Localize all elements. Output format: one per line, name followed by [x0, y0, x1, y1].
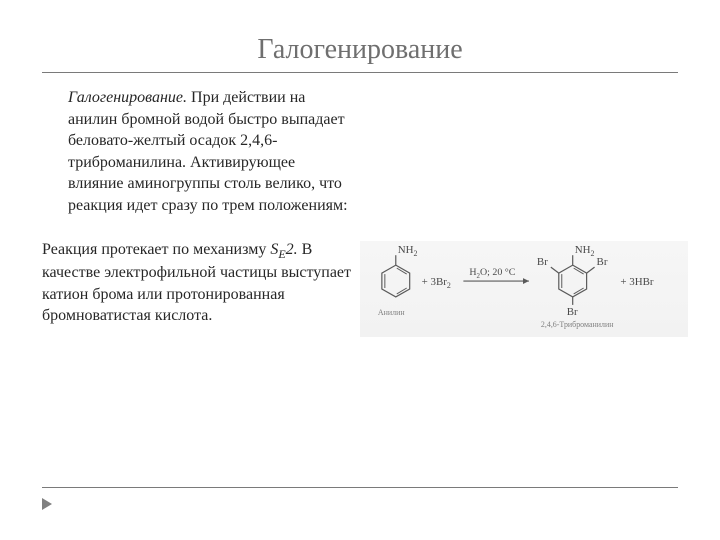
reaction-svg: NH2 Анилин + 3Br2 H2O; 20 °C [360, 241, 688, 337]
plus-3hbr: + 3HBr [620, 276, 654, 288]
svg-text:Br: Br [567, 306, 578, 318]
reaction-scheme: NH2 Анилин + 3Br2 H2O; 20 °C [360, 241, 688, 337]
nh2-label: NH2 [398, 244, 418, 258]
slide-marker-icon [42, 498, 52, 510]
product-caption: 2,4,6-Триброманилин [541, 320, 614, 329]
title-underline [42, 72, 678, 73]
tribromoaniline-structure: NH2 Br Br Br 2,4,6-Триброманилин [537, 244, 614, 329]
svg-text:Br: Br [597, 256, 608, 268]
arrow-conditions: H2O; 20 °C [469, 267, 515, 280]
p2-mechanism: SE2. [270, 241, 297, 258]
svg-text:NH2: NH2 [575, 244, 595, 258]
svg-text:Br: Br [537, 256, 548, 268]
p1-lead: Галогенирование. [68, 89, 187, 106]
text-column: Галогенирование. При действии на анилин … [42, 87, 352, 487]
aniline-structure: NH2 Анилин [378, 244, 418, 317]
plus-3br2: + 3Br2 [422, 276, 451, 290]
paragraph-2: Реакция протекает по механизму SE2. В ка… [42, 239, 352, 327]
slide-title: Галогенирование [42, 34, 678, 66]
reaction-arrow: H2O; 20 °C [463, 267, 529, 284]
figure-column: NH2 Анилин + 3Br2 H2O; 20 °C [370, 87, 678, 487]
footer-rule [42, 487, 678, 488]
paragraph-1: Галогенирование. При действии на анилин … [42, 87, 352, 217]
p2-pre: Реакция протекает по механизму [42, 241, 270, 258]
aniline-caption: Анилин [378, 308, 405, 317]
p1-rest: При действии на анилин бромной водой быс… [68, 89, 348, 214]
slide-body: Галогенирование. При действии на анилин … [42, 87, 678, 487]
